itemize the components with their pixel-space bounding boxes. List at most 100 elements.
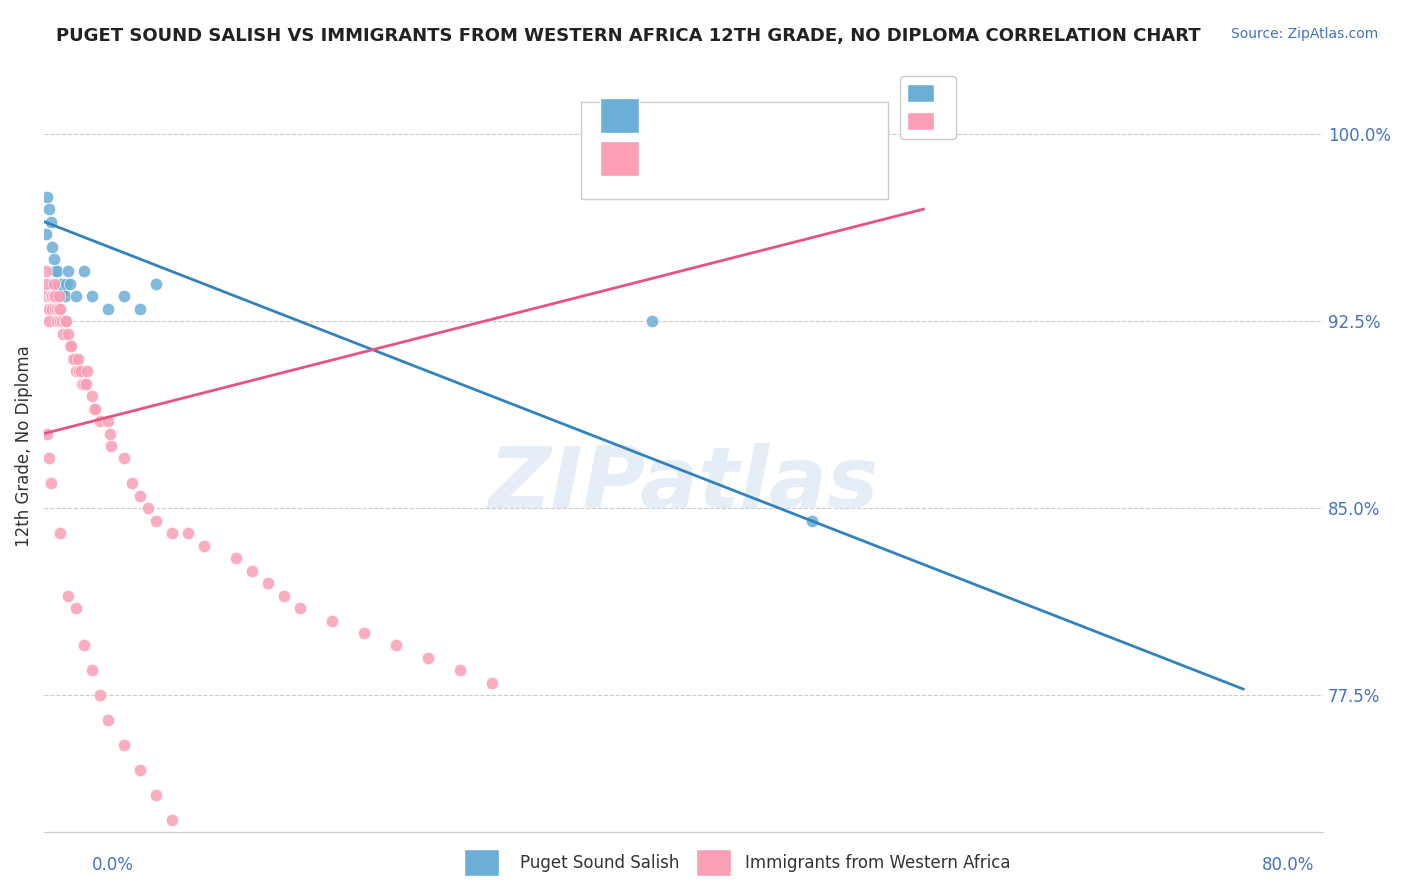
Point <box>800 514 823 528</box>
Point <box>80 664 103 678</box>
Point <box>42 289 65 303</box>
Point <box>39 214 62 228</box>
Point <box>51 277 73 291</box>
Point <box>49 301 72 316</box>
Point <box>72 376 94 391</box>
Text: 75: 75 <box>824 147 849 165</box>
Text: 80.0%: 80.0% <box>1263 855 1315 873</box>
Point <box>145 514 167 528</box>
Point <box>53 289 76 303</box>
Point <box>89 414 111 428</box>
Point <box>60 339 83 353</box>
Point <box>193 539 215 553</box>
Point <box>100 439 122 453</box>
Point <box>44 289 66 303</box>
Point <box>48 277 70 291</box>
Point <box>41 289 63 303</box>
Text: Immigrants from Western Africa: Immigrants from Western Africa <box>745 855 1011 872</box>
Text: 0.361: 0.361 <box>696 147 754 165</box>
Point <box>45 264 67 278</box>
Point <box>640 314 662 328</box>
Point <box>73 639 96 653</box>
Point <box>177 526 200 541</box>
Point <box>62 351 84 366</box>
Point <box>353 626 375 640</box>
Point <box>83 401 105 416</box>
Point <box>67 364 90 378</box>
Point <box>80 289 103 303</box>
Point <box>160 526 183 541</box>
Point <box>37 289 59 303</box>
Point <box>129 489 152 503</box>
Point <box>73 264 96 278</box>
Point <box>136 501 159 516</box>
Point <box>481 675 503 690</box>
Point <box>160 813 183 827</box>
Text: ZIPatlas: ZIPatlas <box>488 443 879 526</box>
Point <box>59 277 82 291</box>
Point <box>225 551 247 566</box>
Point <box>38 202 60 217</box>
Point <box>38 301 60 316</box>
Point <box>55 277 77 291</box>
Point <box>65 601 87 615</box>
Text: Source: ZipAtlas.com: Source: ZipAtlas.com <box>1230 27 1378 41</box>
Point <box>44 264 66 278</box>
Point <box>129 763 152 777</box>
Point <box>35 264 58 278</box>
Point <box>416 651 439 665</box>
Text: R =: R = <box>645 104 685 123</box>
Point <box>112 451 135 466</box>
Point <box>84 401 107 416</box>
FancyBboxPatch shape <box>600 98 638 133</box>
Point <box>44 301 66 316</box>
Point <box>145 277 167 291</box>
Point <box>70 364 93 378</box>
Text: N =: N = <box>773 147 813 165</box>
Point <box>49 526 72 541</box>
Point <box>97 713 120 727</box>
Point <box>121 476 143 491</box>
Point <box>66 351 89 366</box>
FancyBboxPatch shape <box>581 102 889 199</box>
Point <box>56 326 79 341</box>
Point <box>49 314 72 328</box>
Point <box>37 190 59 204</box>
Point <box>38 314 60 328</box>
Point <box>76 364 98 378</box>
Point <box>129 301 152 316</box>
Point <box>59 339 82 353</box>
Text: PUGET SOUND SALISH VS IMMIGRANTS FROM WESTERN AFRICA 12TH GRADE, NO DIPLOMA CORR: PUGET SOUND SALISH VS IMMIGRANTS FROM WE… <box>56 27 1201 45</box>
Point <box>65 364 87 378</box>
Legend: , : , <box>900 77 956 138</box>
Text: Puget Sound Salish: Puget Sound Salish <box>520 855 679 872</box>
Point <box>385 639 408 653</box>
Point <box>53 314 76 328</box>
Point <box>51 314 73 328</box>
Point <box>89 688 111 702</box>
Point <box>38 451 60 466</box>
Point <box>273 589 295 603</box>
Point <box>56 264 79 278</box>
Point <box>41 301 63 316</box>
Point <box>449 664 471 678</box>
Point <box>39 289 62 303</box>
Point <box>48 301 70 316</box>
Y-axis label: 12th Grade, No Diploma: 12th Grade, No Diploma <box>15 345 32 547</box>
Text: R =: R = <box>645 147 685 165</box>
Point <box>42 277 65 291</box>
FancyBboxPatch shape <box>600 141 638 176</box>
Point <box>321 614 343 628</box>
Point <box>65 289 87 303</box>
Point <box>145 788 167 802</box>
Point <box>48 289 70 303</box>
Point <box>97 301 120 316</box>
Point <box>52 285 75 299</box>
Point <box>45 314 67 328</box>
Point <box>35 277 58 291</box>
Point <box>39 476 62 491</box>
Point <box>45 301 67 316</box>
Point <box>49 289 72 303</box>
Point <box>41 239 63 253</box>
Point <box>63 351 86 366</box>
